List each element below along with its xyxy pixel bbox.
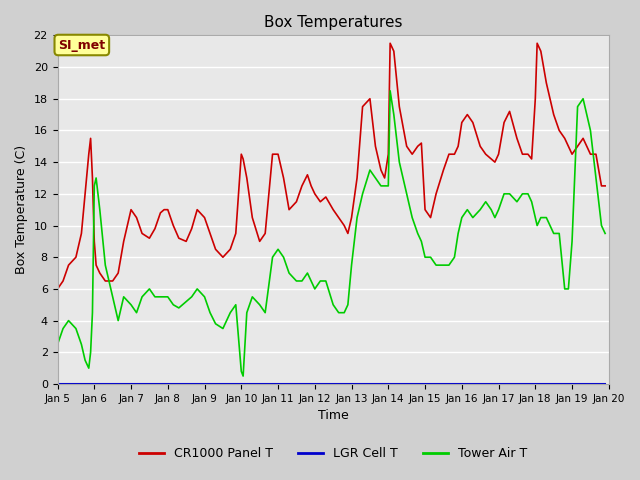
X-axis label: Time: Time [318, 409, 349, 422]
CR1000 Panel T [387, 40, 394, 46]
Tower Air T [239, 373, 247, 379]
Line: CR1000 Panel T: CR1000 Panel T [58, 43, 605, 289]
CR1000 Panel T [476, 144, 484, 149]
Y-axis label: Box Temperature (C): Box Temperature (C) [15, 145, 28, 274]
Tower Air T [573, 104, 581, 109]
Tower Air T [602, 230, 609, 236]
CR1000 Panel T [500, 120, 508, 125]
Tower Air T [454, 230, 462, 236]
CR1000 Panel T [54, 286, 61, 292]
Line: Tower Air T: Tower Air T [58, 91, 605, 376]
Title: Box Temperatures: Box Temperatures [264, 15, 403, 30]
Tower Air T [54, 341, 61, 347]
Tower Air T [482, 199, 490, 204]
Tower Air T [219, 325, 227, 331]
Tower Air T [387, 88, 394, 94]
Legend: CR1000 Panel T, LGR Cell T, Tower Air T: CR1000 Panel T, LGR Cell T, Tower Air T [134, 442, 532, 465]
CR1000 Panel T [543, 80, 550, 86]
CR1000 Panel T [451, 151, 458, 157]
CR1000 Panel T [568, 151, 576, 157]
CR1000 Panel T [219, 254, 227, 260]
Tower Air T [550, 230, 557, 236]
Text: SI_met: SI_met [58, 38, 106, 51]
CR1000 Panel T [602, 183, 609, 189]
Tower Air T [506, 191, 513, 197]
